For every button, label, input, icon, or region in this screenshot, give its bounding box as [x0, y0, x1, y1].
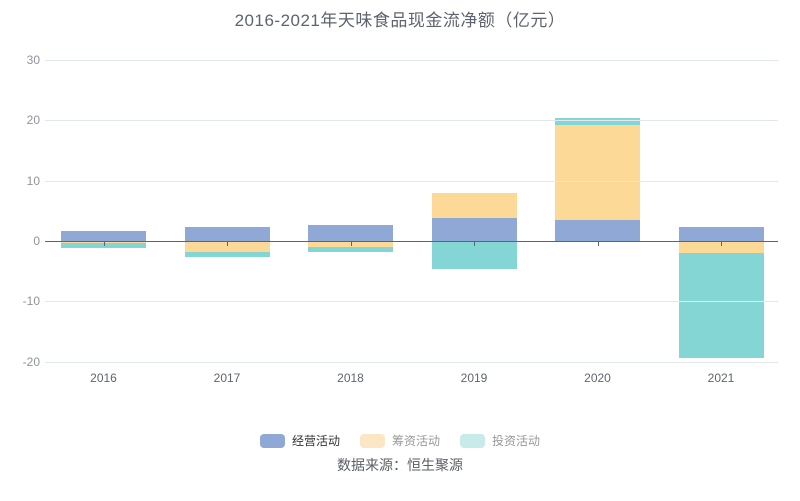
- bar-segment-筹资活动-2019[interactable]: [431, 193, 517, 219]
- gridline--20: [45, 362, 778, 363]
- legend-item-financing[interactable]: 筹资活动: [359, 432, 440, 449]
- legend-swatch-investing: [460, 433, 485, 448]
- y-axis-label-0: 0: [33, 234, 40, 248]
- y-axis-label-20: 20: [26, 113, 40, 127]
- legend-item-investing[interactable]: 投资活动: [460, 432, 540, 449]
- gridline--10: [45, 301, 778, 302]
- gridline-30: [45, 60, 778, 61]
- x-axis-label-2019: 2019: [460, 371, 488, 385]
- x-axis-label-2021: 2021: [707, 371, 735, 385]
- gridline-10: [45, 181, 778, 182]
- bar-segment-筹资活动-2020[interactable]: [555, 125, 640, 220]
- bar-segment-筹资活动-2018[interactable]: [308, 241, 393, 248]
- bar-segment-投资活动-2017[interactable]: [184, 251, 270, 257]
- y-axis-label-10: 10: [26, 174, 40, 188]
- x-axis-label-2018: 2018: [337, 371, 364, 385]
- legend: 经营活动 筹资活动 投资活动: [0, 432, 800, 449]
- x-axis-tick-2021: [721, 241, 722, 246]
- x-axis-label-2016: 2016: [90, 371, 117, 385]
- bar-segment-经营活动-2018[interactable]: [308, 225, 393, 241]
- legend-label-financing: 筹资活动: [391, 434, 440, 448]
- x-axis-line: [45, 241, 778, 242]
- data-source-text: 数据来源：恒生聚源: [337, 457, 463, 473]
- x-axis-tick-2016: [104, 241, 105, 246]
- bar-segment-投资活动-2021[interactable]: [678, 252, 764, 359]
- x-axis-label-2017: 2017: [213, 371, 241, 385]
- bar-segment-筹资活动-2016[interactable]: [61, 241, 146, 244]
- chart-title: 2016-2021年天味食品现金流净额（亿元）: [234, 11, 566, 30]
- bar-segment-筹资活动-2017[interactable]: [184, 241, 270, 252]
- bar-segment-经营活动-2019[interactable]: [431, 218, 517, 241]
- legend-label-investing: 投资活动: [492, 434, 541, 448]
- x-axis-tick-2018: [351, 241, 352, 246]
- bar-segment-投资活动-2016[interactable]: [61, 243, 146, 249]
- y-axis-label--10: -10: [22, 294, 40, 308]
- legend-label-operating: 经营活动: [291, 434, 340, 448]
- legend-swatch-financing: [359, 433, 385, 448]
- gridline-20: [45, 120, 778, 121]
- legend-item-operating[interactable]: 经营活动: [259, 432, 340, 449]
- bar-segment-投资活动-2020[interactable]: [555, 117, 640, 126]
- legend-swatch-operating: [259, 433, 285, 448]
- bar-segment-经营活动-2020[interactable]: [555, 219, 640, 241]
- bar-segment-经营活动-2017[interactable]: [184, 227, 270, 241]
- bar-segment-经营活动-2016[interactable]: [61, 231, 146, 241]
- bar-segment-投资活动-2018[interactable]: [308, 247, 393, 252]
- x-axis-label-2020: 2020: [584, 371, 611, 385]
- bar-segment-经营活动-2021[interactable]: [678, 226, 764, 241]
- x-axis-tick-2017: [227, 241, 228, 246]
- bar-segment-筹资活动-2021[interactable]: [678, 241, 764, 253]
- x-axis-tick-2019: [474, 241, 475, 246]
- y-axis-label-30: 30: [26, 53, 40, 67]
- x-axis-tick-2020: [598, 241, 599, 246]
- y-axis-label--20: -20: [22, 355, 40, 369]
